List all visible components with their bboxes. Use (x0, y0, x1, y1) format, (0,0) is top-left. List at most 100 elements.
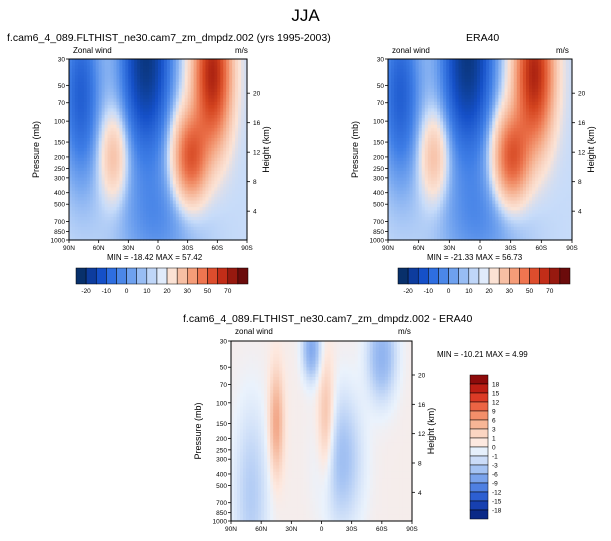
field-cell (461, 157, 466, 162)
field-cell (226, 59, 230, 63)
field-cell (172, 167, 177, 172)
field-cell (238, 193, 242, 198)
field-cell (437, 147, 441, 152)
field-cell (113, 141, 118, 146)
field-cell (69, 200, 73, 205)
field-cell (169, 144, 174, 149)
field-cell (223, 121, 227, 126)
field-cell (184, 170, 189, 175)
field-cell (107, 75, 112, 80)
field-cell (220, 220, 224, 225)
field-cell (131, 72, 135, 77)
field-cell (226, 95, 230, 100)
field-cell (131, 128, 135, 132)
field-cell (434, 95, 438, 100)
field-cell (125, 233, 129, 238)
field-cell (211, 118, 215, 123)
field-cell (229, 180, 233, 185)
field-cell (470, 131, 475, 136)
field-cell (107, 68, 112, 73)
field-cell (134, 124, 138, 129)
field-cell (155, 177, 159, 182)
field-cell (175, 98, 180, 103)
field-cell (163, 82, 168, 86)
field-cell (400, 203, 404, 208)
field-cell (430, 184, 435, 188)
field-cell (461, 128, 466, 132)
field-cell (149, 177, 153, 182)
field-cell (409, 91, 414, 96)
field-cell (166, 210, 171, 215)
field-cell (202, 91, 207, 96)
field-cell (211, 121, 215, 126)
field-cell (69, 131, 73, 136)
field-cell (181, 200, 186, 205)
field-cell (446, 236, 450, 241)
field-cell (424, 147, 429, 152)
field-cell (205, 101, 210, 106)
field-cell (196, 88, 201, 93)
field-cell (464, 85, 469, 90)
field-cell (443, 220, 447, 225)
field-cell (113, 167, 118, 172)
field-cell (166, 105, 171, 109)
field-cell (244, 134, 248, 139)
field-cell (163, 190, 168, 195)
field-cell (244, 62, 248, 67)
field-cell (128, 200, 132, 205)
field-cell (113, 101, 118, 106)
field-cell (430, 174, 435, 179)
field-cell (443, 121, 447, 126)
field-cell (202, 62, 207, 67)
field-cell (406, 88, 411, 93)
field-cell (412, 193, 417, 198)
field-cell (418, 105, 423, 109)
field-cell (184, 111, 189, 116)
field-cell (155, 193, 159, 198)
field-cell (412, 203, 417, 208)
field-cell (437, 180, 441, 185)
field-cell (437, 193, 441, 198)
field-cell (166, 223, 171, 228)
field-cell (418, 226, 423, 231)
field-cell (172, 170, 177, 175)
field-cell (169, 216, 174, 221)
field-cell (101, 62, 106, 67)
field-cell (190, 105, 195, 109)
field-cell (421, 154, 426, 159)
field-cell (95, 108, 100, 113)
field-cell (140, 200, 144, 205)
field-cell (107, 187, 112, 192)
field-cell (403, 95, 407, 100)
field-cell (443, 118, 447, 123)
field-cell (110, 157, 115, 162)
field-cell (71, 184, 76, 188)
field-cell (95, 118, 100, 123)
field-cell (473, 147, 478, 152)
field-cell (452, 157, 457, 162)
field-cell (184, 207, 189, 211)
field-cell (403, 118, 407, 123)
field-cell (427, 207, 432, 211)
field-cell (220, 72, 224, 77)
field-cell (217, 75, 221, 80)
field-cell (208, 203, 212, 208)
field-cell (155, 131, 159, 136)
field-cell (175, 226, 180, 231)
field-cell (158, 59, 162, 63)
field-cell (449, 200, 453, 205)
field-cell (394, 144, 398, 149)
field-cell (143, 220, 147, 225)
field-cell (220, 141, 224, 146)
field-cell (403, 216, 407, 221)
field-cell (467, 167, 472, 172)
field-cell (446, 177, 450, 182)
field-cell (458, 223, 463, 228)
field-cell (131, 213, 135, 218)
field-cell (166, 91, 171, 96)
field-cell (418, 187, 423, 192)
field-cell (470, 236, 475, 241)
field-cell (226, 151, 230, 156)
field-cell (163, 78, 168, 83)
field-cell (418, 82, 423, 86)
